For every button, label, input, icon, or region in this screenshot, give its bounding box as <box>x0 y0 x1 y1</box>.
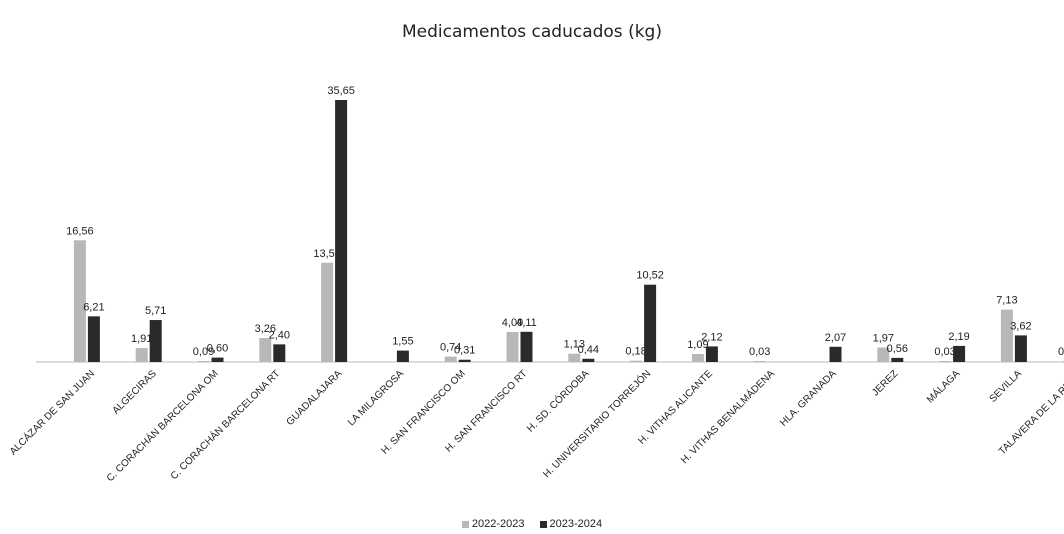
bar-2022-2023-7 <box>506 331 519 362</box>
bar-2022-2023-14 <box>939 361 952 362</box>
data-label-2023-2024-3: 2,40 <box>269 329 290 341</box>
bar-2022-2023-3 <box>259 338 272 362</box>
bar-2023-2024-7 <box>520 331 533 362</box>
bar-2022-2023-2 <box>197 361 210 362</box>
data-label-2023-2024-10: 2,12 <box>701 331 722 343</box>
data-label-2022-2023-11: 0,03 <box>749 346 770 358</box>
data-label-2022-2023-15: 7,13 <box>996 295 1017 307</box>
x-tick-label-8: H. SD. CÓRDOBA <box>524 367 592 435</box>
data-label-2023-2024-6: 0,31 <box>454 345 475 357</box>
data-label-2022-2023-6: 0,74 <box>440 342 461 354</box>
x-tick-label-12: HLA. GRANADA <box>778 368 839 429</box>
data-label-2023-2024-7: 4,11 <box>516 317 537 329</box>
x-tick-label-14: MÁLAGA <box>924 367 963 406</box>
data-label-2023-2024-1: 5,71 <box>145 305 166 317</box>
data-label-2022-2023-2: 0,09 <box>193 346 214 358</box>
data-label-2023-2024-4: 35,65 <box>327 85 355 97</box>
data-label-2022-2023-10: 1,09 <box>687 339 708 351</box>
x-tick-label-11: H. VITHAS BENALMÁDENA <box>678 367 777 466</box>
chart-title: Medicamentos caducados (kg) <box>402 22 662 42</box>
data-label-2022-2023-3: 3,26 <box>255 323 276 335</box>
legend-item-2022-2023: 2022-2023 <box>461 518 525 530</box>
bar-2022-2023-1 <box>135 347 148 362</box>
x-tick-label-15: SEVILLA <box>988 368 1025 405</box>
data-label-2023-2024-12: 2,07 <box>825 332 846 344</box>
bar-2023-2024-13 <box>891 357 904 362</box>
x-tick-label-0: ALCÁZAR DE SAN JUAN <box>6 367 97 458</box>
data-label-2023-2024-0: 6,21 <box>83 301 104 313</box>
bar-2022-2023-15 <box>1000 309 1013 362</box>
data-label-2022-2023-8: 1,13 <box>564 339 585 351</box>
bar-2023-2024-9 <box>644 284 657 362</box>
bar-2022-2023-4 <box>321 262 334 362</box>
x-tick-label-1: ALGECIRAS <box>111 368 159 416</box>
bar-2023-2024-10 <box>705 346 718 362</box>
bar-2023-2024-2 <box>211 357 224 362</box>
x-tick-label-4: GUADALAJARA <box>285 368 345 428</box>
bar-2023-2024-1 <box>149 320 162 362</box>
bar-2023-2024-8 <box>582 358 595 362</box>
x-tick-label-2: C. CORACHÁN BARCELONA OM <box>103 367 220 484</box>
data-label-2022-2023-0: 16,56 <box>66 225 94 237</box>
bar-2022-2023-16 <box>1062 361 1064 362</box>
data-label-2022-2023-13: 1,97 <box>873 333 894 345</box>
x-tick-label-3: C. CORACHÁN BARCELONA RT <box>167 367 282 482</box>
data-label-2023-2024-8: 0,44 <box>578 344 599 356</box>
legend-label-2023-2024: 2023-2024 <box>549 518 603 530</box>
bar-2022-2023-13 <box>877 347 890 362</box>
bar-2022-2023-9 <box>630 360 643 362</box>
bar-2023-2024-14 <box>953 345 966 362</box>
data-label-2023-2024-5: 1,55 <box>392 336 413 348</box>
bar-2022-2023-6 <box>444 356 457 362</box>
data-label-2022-2023-9: 0,18 <box>625 346 646 358</box>
data-label-2022-2023-14: 0,03 <box>934 346 955 358</box>
x-tick-label-5: LA MILAGROSA <box>346 368 406 428</box>
data-label-2023-2024-14: 2,19 <box>948 331 969 343</box>
data-label-2022-2023-4: 13,5? <box>313 248 341 260</box>
bar-2023-2024-0 <box>87 316 100 362</box>
data-label-2022-2023-16: 0,08 <box>1058 346 1064 358</box>
x-tick-label-9: H. UNIVERSITARIO TORREJÓN <box>540 367 653 480</box>
bar-2022-2023-11 <box>753 361 766 362</box>
bar-2023-2024-15 <box>1014 335 1027 362</box>
legend-swatch-2023-2024 <box>539 520 547 528</box>
data-label-2023-2024-2: 0,60 <box>207 343 228 355</box>
legend-label-2022-2023: 2022-2023 <box>471 518 525 530</box>
data-label-2023-2024-15: 3,62 <box>1010 320 1031 332</box>
bar-2022-2023-10 <box>691 353 704 362</box>
data-label-2022-2023-7: 4,09 <box>502 317 523 329</box>
data-label-2023-2024-9: 10,52 <box>636 270 664 282</box>
bar-2023-2024-3 <box>273 344 286 362</box>
bar-2022-2023-8 <box>568 353 581 362</box>
legend-item-2023-2024: 2023-2024 <box>539 518 603 530</box>
bar-2023-2024-12 <box>829 346 842 362</box>
bar-2023-2024-6 <box>458 359 471 362</box>
bar-2022-2023-0 <box>73 240 86 362</box>
data-label-2023-2024-13: 0,56 <box>887 343 908 355</box>
x-tick-label-13: JEREZ <box>870 368 900 398</box>
legend-swatch-2022-2023 <box>461 520 469 528</box>
data-label-2022-2023-1: 1,91 <box>131 333 152 345</box>
bar-2023-2024-4 <box>335 100 348 362</box>
bar-2023-2024-5 <box>396 350 409 362</box>
legend: 2022-2023 2023-2024 <box>0 518 1064 530</box>
